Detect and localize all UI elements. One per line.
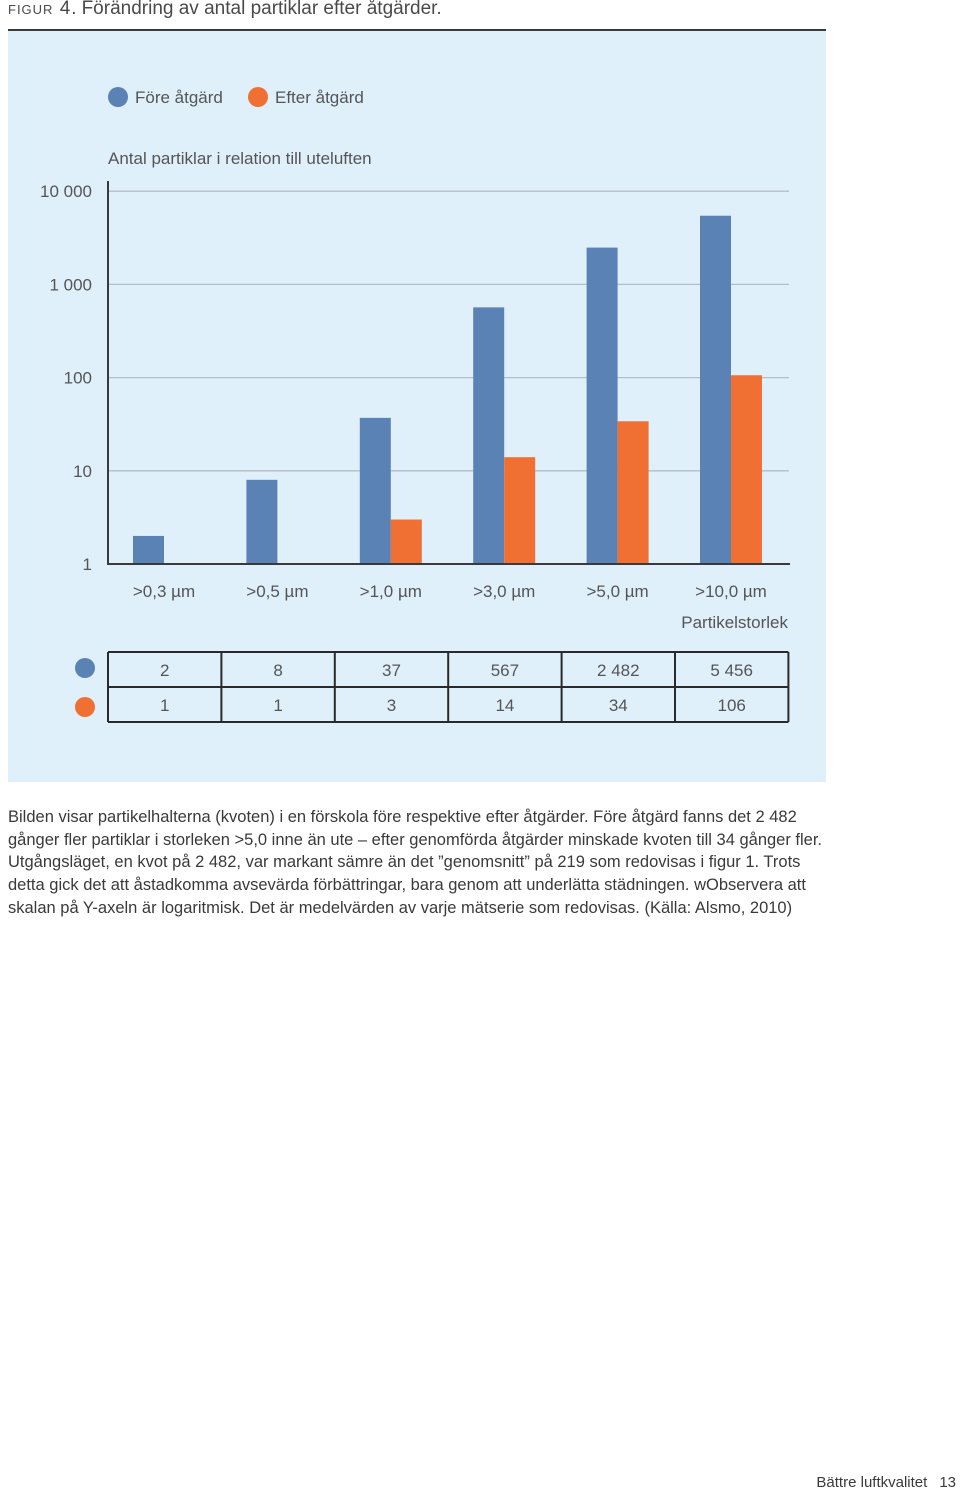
- page-number: 13: [939, 1474, 956, 1491]
- x-tick-label: >0,3 µm: [133, 582, 195, 601]
- y-axis-title: Antal partiklar i relation till utelufte…: [108, 149, 372, 168]
- x-axis-title: Partikelstorlek: [681, 613, 788, 632]
- publication-title: Bättre luftkvalitet: [816, 1474, 928, 1491]
- grid-layer: [108, 190, 789, 472]
- bar-before: [359, 417, 391, 564]
- y-tick-labels: 10 000 1 000 100 10 1: [40, 182, 92, 574]
- table-cell: 106: [718, 696, 746, 715]
- bar-before: [246, 479, 278, 564]
- legend-swatch-before: [108, 87, 128, 107]
- y-tick-label: 1: [83, 555, 92, 574]
- table-cell: 37: [382, 661, 401, 680]
- data-table: 2 8 37 567 2 482 5 456 1 1 3 14 34 106: [75, 651, 790, 723]
- table-cell: 1: [160, 696, 169, 715]
- bar-after: [617, 421, 649, 564]
- table-cell: 14: [495, 696, 514, 715]
- bar-chart: Före åtgärd Efter åtgärd Antal partiklar…: [40, 87, 790, 723]
- bars: [133, 215, 762, 564]
- bar-after: [390, 519, 422, 564]
- table-cell: 2: [160, 661, 169, 680]
- bar-before: [133, 535, 164, 564]
- table-cell: 2 482: [597, 661, 640, 680]
- x-tick-labels: >0,3 µm >0,5 µm >1,0 µm >3,0 µm >5,0 µm >10,0…: [133, 582, 767, 601]
- legend-label-after: Efter åtgärd: [275, 88, 364, 107]
- y-tick-label: 10 000: [40, 182, 92, 201]
- figure-title-text: Förändring av antal partiklar efter åtgä…: [81, 0, 442, 19]
- x-tick-label: >10,0 µm: [695, 582, 767, 601]
- bar-after: [504, 457, 536, 564]
- figure-label: figur 4.: [8, 0, 78, 19]
- y-tick-label: 10: [73, 462, 92, 481]
- table-marker-before: [75, 658, 95, 678]
- y-tick-label: 1 000: [49, 275, 92, 294]
- page-footer: Bättre luftkvalitet 13: [816, 1474, 956, 1491]
- table-cell: 34: [609, 696, 628, 715]
- figure-title: figur 4. Förändring av antal partiklar ef…: [8, 0, 442, 20]
- bar-before: [586, 247, 618, 564]
- bar-after: [731, 375, 762, 564]
- x-tick-label: >5,0 µm: [586, 582, 648, 601]
- x-tick-label: >3,0 µm: [473, 582, 535, 601]
- bar-before: [473, 307, 505, 564]
- legend-label-before: Före åtgärd: [135, 88, 223, 107]
- table-cell: 567: [491, 661, 519, 680]
- y-tick-label: 100: [64, 369, 92, 388]
- bar-before: [700, 215, 731, 564]
- x-tick-label: >0,5 µm: [246, 582, 308, 601]
- table-cell: 8: [273, 661, 282, 680]
- table-cell: 1: [273, 696, 282, 715]
- table-cell: 3: [387, 696, 396, 715]
- legend: Före åtgärd Efter åtgärd: [108, 87, 364, 107]
- x-tick-label: >1,0 µm: [360, 582, 422, 601]
- table-cell: 5 456: [710, 661, 753, 680]
- figure-panel: Före åtgärd Efter åtgärd Antal partiklar…: [8, 29, 826, 782]
- legend-swatch-after: [248, 87, 268, 107]
- figure-caption: Bilden visar partikelhalterna (kvoten) i…: [8, 808, 823, 917]
- table-marker-after: [75, 697, 95, 717]
